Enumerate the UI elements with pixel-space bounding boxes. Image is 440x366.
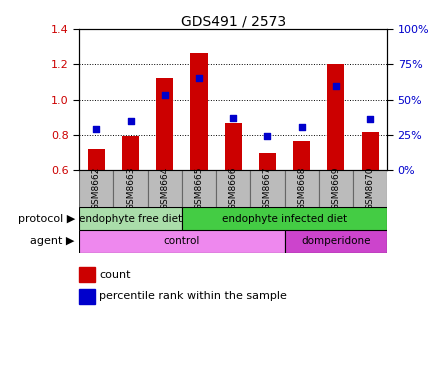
- Text: percentile rank within the sample: percentile rank within the sample: [99, 291, 287, 302]
- Point: [161, 92, 168, 98]
- FancyBboxPatch shape: [285, 230, 387, 253]
- FancyBboxPatch shape: [79, 208, 182, 230]
- Text: domperidone: domperidone: [301, 236, 370, 246]
- FancyBboxPatch shape: [285, 170, 319, 208]
- Text: control: control: [164, 236, 200, 246]
- Point: [367, 116, 374, 122]
- FancyBboxPatch shape: [216, 170, 250, 208]
- Bar: [122, 137, 139, 170]
- Title: GDS491 / 2573: GDS491 / 2573: [181, 14, 286, 28]
- Text: endophyte free diet: endophyte free diet: [79, 214, 182, 224]
- FancyBboxPatch shape: [182, 208, 387, 230]
- Text: GSM8662: GSM8662: [92, 167, 101, 210]
- Bar: [293, 141, 310, 170]
- Text: GSM8670: GSM8670: [366, 167, 374, 210]
- Bar: [191, 53, 208, 170]
- Point: [298, 124, 305, 130]
- Point: [195, 75, 202, 81]
- FancyBboxPatch shape: [353, 170, 387, 208]
- Text: GSM8665: GSM8665: [194, 167, 203, 210]
- Bar: [88, 149, 105, 170]
- Text: count: count: [99, 269, 131, 280]
- Text: GSM8664: GSM8664: [160, 167, 169, 210]
- FancyBboxPatch shape: [114, 170, 148, 208]
- Point: [127, 119, 134, 124]
- Bar: [156, 78, 173, 170]
- FancyBboxPatch shape: [148, 170, 182, 208]
- FancyBboxPatch shape: [250, 170, 285, 208]
- FancyBboxPatch shape: [319, 170, 353, 208]
- Point: [93, 126, 100, 132]
- Text: GSM8663: GSM8663: [126, 167, 135, 210]
- FancyBboxPatch shape: [79, 230, 285, 253]
- Text: GSM8667: GSM8667: [263, 167, 272, 210]
- Text: agent ▶: agent ▶: [30, 236, 75, 246]
- Text: GSM8666: GSM8666: [229, 167, 238, 210]
- Bar: [259, 153, 276, 170]
- FancyBboxPatch shape: [79, 170, 114, 208]
- Text: GSM8669: GSM8669: [331, 167, 341, 210]
- Text: GSM8668: GSM8668: [297, 167, 306, 210]
- Point: [264, 134, 271, 139]
- Point: [332, 83, 339, 89]
- Bar: [327, 64, 345, 170]
- FancyBboxPatch shape: [182, 170, 216, 208]
- Bar: [225, 123, 242, 170]
- Point: [230, 115, 237, 121]
- Text: protocol ▶: protocol ▶: [18, 214, 75, 224]
- Text: endophyte infected diet: endophyte infected diet: [222, 214, 347, 224]
- Bar: [362, 132, 379, 170]
